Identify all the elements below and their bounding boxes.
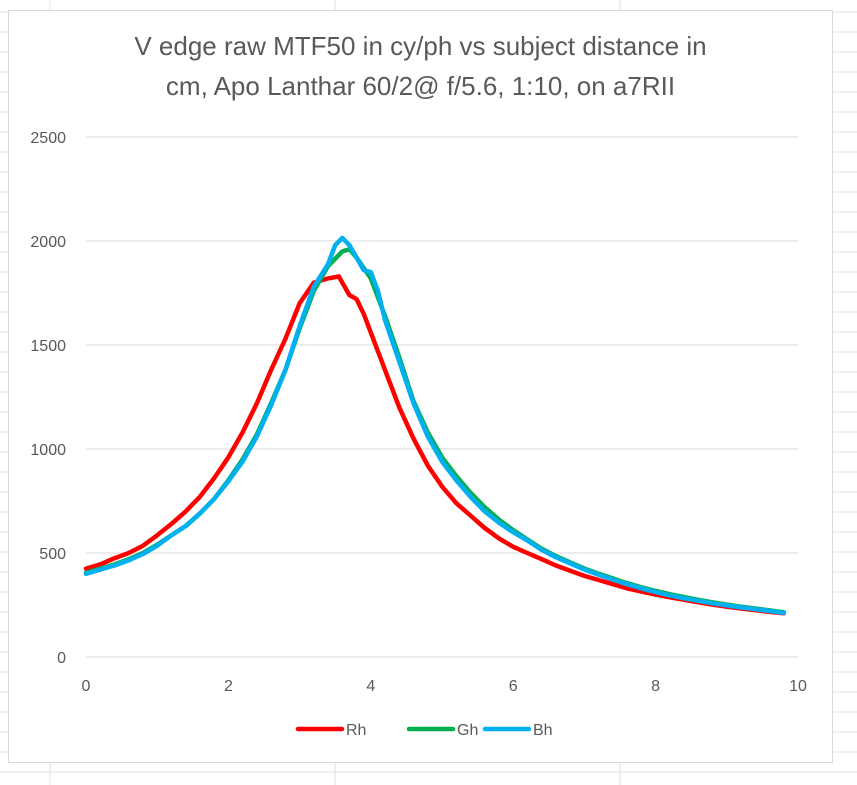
chart-title: V edge raw MTF50 in cy/ph vs subject dis… [8, 26, 833, 106]
y-tick-label: 1000 [30, 442, 66, 459]
legend-label-bh: Bh [533, 722, 553, 739]
x-tick-label: 2 [224, 678, 233, 695]
legend-label-rh: Rh [346, 722, 366, 739]
y-tick-label: 2000 [30, 234, 66, 251]
legend-label-gh: Gh [457, 722, 478, 739]
chart-title-line-2: cm, Apo Lanthar 60/2@ f/5.6, 1:10, on a7… [165, 71, 676, 101]
x-tick-label: 10 [789, 678, 807, 695]
x-tick-label: 6 [509, 678, 518, 695]
y-tick-label: 500 [39, 546, 66, 563]
series-line-bh [83, 235, 787, 616]
x-tick-label: 4 [366, 678, 375, 695]
y-tick-label: 1500 [30, 338, 66, 355]
y-tick-label: 0 [57, 650, 66, 667]
x-tick-label: 0 [82, 678, 91, 695]
y-tick-label: 2500 [30, 130, 66, 147]
x-tick-label: 8 [651, 678, 660, 695]
series-line-gh [83, 247, 787, 615]
chart-title-line-1: V edge raw MTF50 in cy/ph vs subject dis… [134, 31, 707, 61]
chart-area[interactable] [8, 10, 833, 763]
